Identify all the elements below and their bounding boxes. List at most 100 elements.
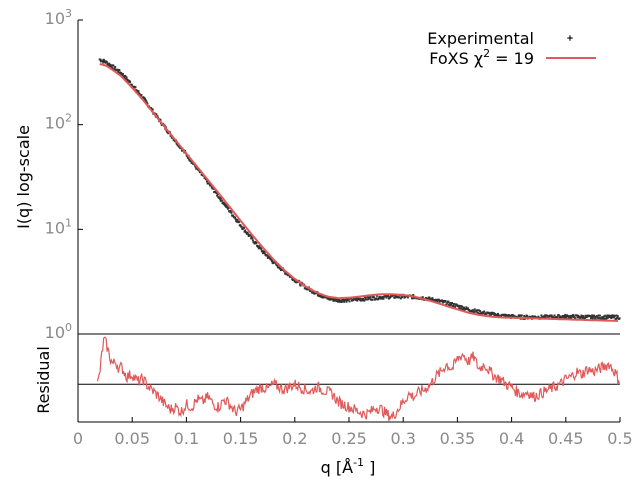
experimental-point [225,205,228,208]
experimental-point [263,250,266,253]
experimental-point [110,64,113,67]
experimental-point [534,315,537,318]
experimental-point [442,301,445,304]
experimental-point [281,268,284,271]
experimental-point [566,315,569,318]
experimental-point [324,296,327,299]
experimental-point [117,71,120,74]
experimental-point [452,304,455,307]
experimental-point [384,294,387,297]
experimental-point [261,249,264,252]
experimental-point [471,310,474,313]
x-tick-label: 0.45 [548,429,584,448]
experimental-point [216,193,219,196]
experimental-point [130,83,133,86]
experimental-point [272,261,275,264]
experimental-point [609,314,612,317]
experimental-point [245,231,248,234]
experimental-point [224,203,227,206]
experimental-point [293,280,296,283]
experimental-point [257,247,260,250]
experimental-point [355,297,358,300]
experimental-point [567,317,570,320]
experimental-point [589,317,592,320]
experimental-point [348,300,351,303]
experimental-point [332,299,335,302]
experimental-point [478,312,481,315]
experimental-point [584,314,587,317]
experimental-point [337,299,340,302]
experimental-point [344,298,347,301]
main-y-tick-base: 10 [45,323,65,342]
experimental-point [397,296,400,299]
experimental-point [382,297,385,300]
experimental-point [257,246,260,249]
experimental-point [471,309,474,312]
experimental-point [562,315,565,318]
experimental-point [480,313,483,316]
experimental-point [585,316,588,319]
experimental-point [243,230,246,233]
x-tick-label: 0 [73,429,83,448]
experimental-point [369,295,372,298]
experimental-point [138,93,141,96]
experimental-point [359,297,362,300]
experimental-point [551,315,554,318]
experimental-point [447,300,450,303]
experimental-point [101,59,104,62]
experimental-point [137,90,140,93]
experimental-point [180,149,183,152]
experimental-point [253,242,256,245]
experimental-point [467,307,470,310]
experimental-point [583,316,586,319]
experimental-point [317,293,320,296]
experimental-point [537,315,540,318]
experimental-point [230,211,233,214]
residual-y-axis-title: Residual [34,346,53,414]
legend-fit-prefix: FoXS χ [429,49,483,68]
experimental-point [208,182,211,185]
experimental-point [270,258,273,261]
experimental-point [145,100,148,103]
experimental-point [560,316,563,319]
legend: Experimental FoXS χ2 = 19 [427,29,596,68]
experimental-point [381,296,384,299]
experimental-point [612,314,615,317]
experimental-point [363,299,366,302]
legend-fit-label: FoXS χ2 = 19 [429,47,534,68]
experimental-point [477,312,480,315]
experimental-point [218,196,221,199]
experimental-point [270,260,273,263]
experimental-point [493,312,496,315]
experimental-point [435,298,438,301]
experimental-point [326,297,329,300]
experimental-point [268,256,271,259]
main-y-axis-title: I(q) log-scale [14,125,33,229]
experimental-point [227,207,230,210]
experimental-point [223,204,226,207]
experimental-point [600,317,603,320]
experimental-point [361,299,364,302]
experimental-point [465,306,468,309]
experimental-point [479,310,482,313]
experimental-point [112,64,115,67]
experimental-point [113,67,116,70]
experimental-point [573,315,576,318]
experimental-point [366,295,369,298]
experimental-point [220,199,223,202]
experimental-point [490,311,493,314]
experimental-point [433,299,436,302]
main-y-tick-label: 102 [45,112,72,133]
residual-plot-area [78,336,621,422]
experimental-point [615,314,618,317]
experimental-point [400,296,403,299]
experimental-point [576,316,579,319]
experimental-point [505,313,508,316]
experimental-point [212,187,215,190]
experimental-point [291,279,294,282]
experimental-point [118,71,121,74]
experimental-point [496,312,499,315]
experimental-point [499,315,502,318]
experimental-point [425,297,428,300]
x-axis-title: q [Å-1 ] [321,456,376,477]
